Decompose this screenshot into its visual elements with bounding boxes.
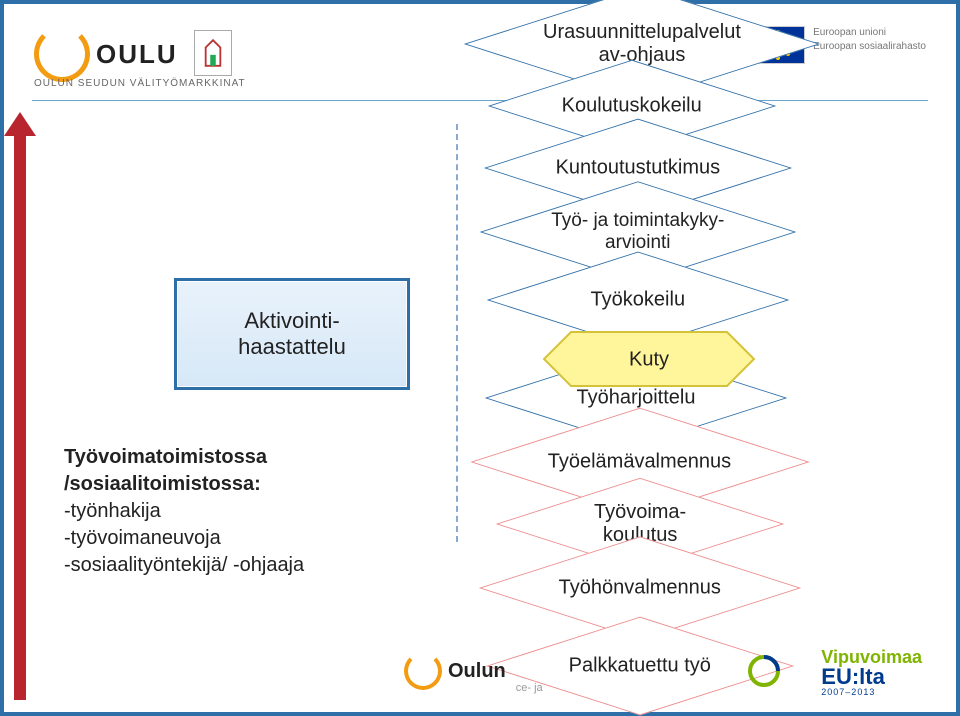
slide-frame: OULU OULUN SEUDUN VÄLITYÖMARKKINAT Euroo… (0, 0, 960, 716)
header-rule (32, 100, 928, 101)
left-list-item: -työnhakija (64, 498, 304, 525)
progress-arrow-head-icon (4, 112, 36, 136)
diamond-label-tyoharj: Työharjoittelu (577, 387, 696, 410)
eu-line2: Euroopan sosiaalirahasto (813, 40, 926, 54)
diamond-label-urasuun: Urasuunnittelupalvelut av-ohjaus (543, 21, 741, 67)
diamond-label-kuntoutus: Kuntoutustutkimus (556, 157, 721, 180)
left-context-list: Työvoimatoimistossa /sosiaalitoimistossa… (64, 444, 304, 579)
left-list-item: -sosiaalityöntekijä/ -ohjaaja (64, 552, 304, 579)
oulu-logo-text: OULU (96, 39, 178, 70)
vipu-line2: EU:lta (821, 666, 885, 688)
oulu-subtitle: OULUN SEUDUN VÄLITYÖMARKKINAT (34, 78, 246, 89)
kuty-hexagon: Kuty (544, 332, 754, 386)
bottom-oulun-logo: Oulun ce- ja (404, 648, 543, 694)
vipu-line3: 2007–2013 (821, 688, 875, 697)
vertical-divider (456, 124, 458, 542)
vipu-graphic-icon (742, 648, 786, 694)
diamond-label-palkka: Palkkatuettu työ (569, 655, 711, 678)
diamond-label-tyoelama: Työelämävalmennus (548, 451, 731, 474)
eu-text: Euroopan unioni Euroopan sosiaalirahasto (813, 26, 926, 54)
bottom-oulun-text: Oulun (448, 660, 506, 683)
vipuvoimaa-logo: Vipuvoimaa EU:lta 2007–2013 (821, 648, 922, 694)
diamond-label-tyokokeilu: Työkokeilu (591, 289, 686, 312)
partner-logo-icon (194, 30, 232, 76)
diamond-label-tyohonval: Työhönvalmennus (559, 576, 721, 599)
oulu-swirl-icon (34, 26, 90, 82)
aktivointi-label: Aktivointi- haastattelu (238, 308, 346, 360)
eu-line1: Euroopan unioni (813, 26, 926, 40)
diamond-label-tyotoim: Työ- ja toimintakyky- arviointi (551, 210, 724, 254)
diamond-label-koulutuskokeilu: Koulutuskokeilu (562, 95, 702, 118)
bottom-faded-text: ce- ja (516, 682, 543, 694)
aktivointi-box: Aktivointi- haastattelu (174, 278, 410, 390)
kuty-label: Kuty (629, 348, 669, 370)
progress-arrow-stem (14, 134, 26, 700)
left-list-item: -työvoimaneuvoja (64, 525, 304, 552)
left-list-header: Työvoimatoimistossa /sosiaalitoimistossa… (64, 444, 304, 498)
oulu-swirl-small-icon (404, 652, 442, 690)
left-list-items: -työnhakija-työvoimaneuvoja-sosiaalityön… (64, 498, 304, 579)
logo-oulu: OULU (34, 26, 178, 82)
